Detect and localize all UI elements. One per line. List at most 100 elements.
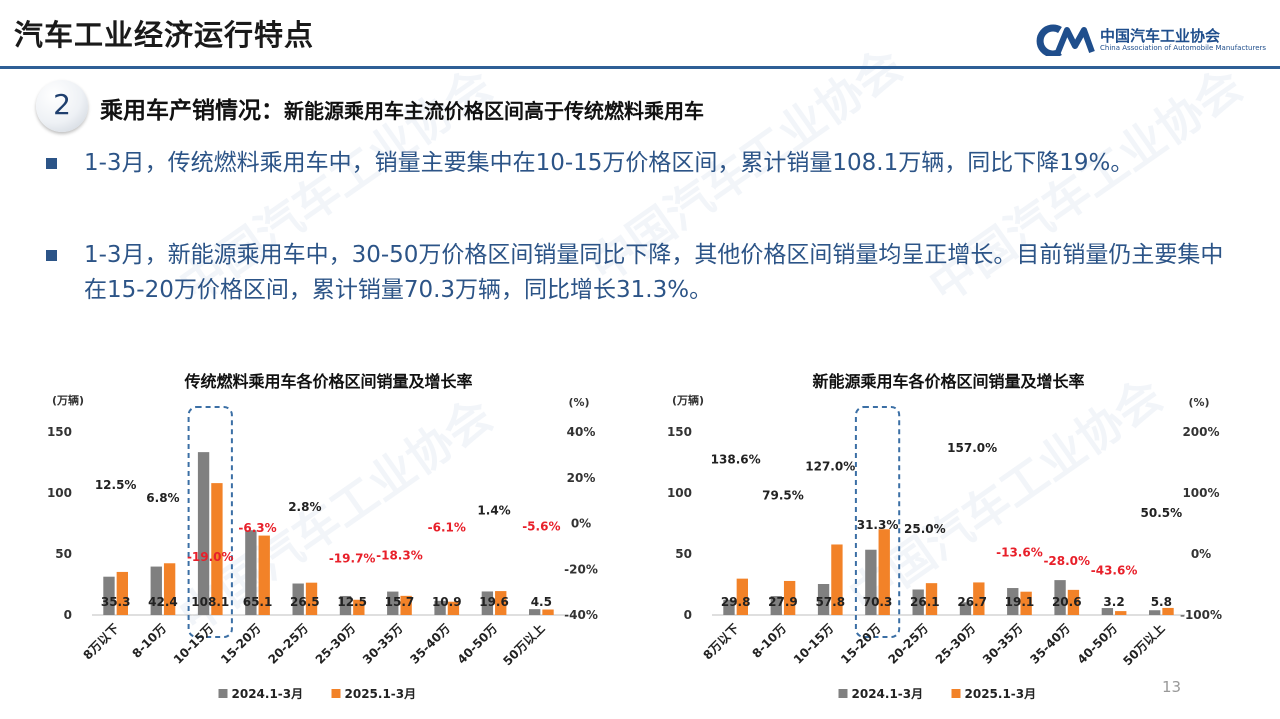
legend-swatch-2024 xyxy=(218,689,228,698)
bar-2025 xyxy=(400,595,412,615)
bar-2025 xyxy=(973,582,985,615)
bar-2024 xyxy=(817,584,830,615)
data-label: 26.5 xyxy=(290,595,320,609)
growth-label: -19.7% xyxy=(329,552,376,566)
x-tick-label: 10-15万 xyxy=(171,621,217,667)
bar-2024 xyxy=(387,591,399,615)
x-tick-label: 25-30万 xyxy=(313,621,359,667)
highlight-box xyxy=(187,406,233,638)
bar-2025 xyxy=(116,571,129,615)
x-tick-label: 35-40万 xyxy=(407,621,453,667)
y-tick-label: 0 xyxy=(64,608,72,622)
bar-2025 xyxy=(447,601,460,615)
growth-label: -13.6% xyxy=(996,545,1043,559)
bar-2024 xyxy=(1007,588,1019,615)
legend-label-2024: 2024.1-3月 xyxy=(852,687,924,701)
growth-label: 2.8% xyxy=(288,500,321,514)
bar-2025 xyxy=(783,580,796,615)
x-tick-label: 15-20万 xyxy=(218,621,264,667)
y-tick-label: 100 xyxy=(47,486,72,500)
bar-2024 xyxy=(1054,580,1066,615)
x-tick-label: 30-35万 xyxy=(360,621,406,667)
bar-2024 xyxy=(1148,610,1161,615)
legend-swatch-2025 xyxy=(951,689,961,698)
growth-label: 25.0% xyxy=(904,522,946,536)
section-subtitle: 新能源乘用车主流价格区间高于传统燃料乘用车 xyxy=(284,99,704,123)
bar-2024 xyxy=(434,600,446,615)
section-number: 2 xyxy=(53,88,71,121)
bar-2024 xyxy=(197,452,210,615)
section-title-main: 乘用车产销情况： xyxy=(100,98,284,124)
y2-axis-label: (%) xyxy=(1188,396,1209,409)
bar-2025 xyxy=(925,583,938,615)
data-label: 26.7 xyxy=(957,595,987,609)
legend-swatch-2025 xyxy=(331,689,341,698)
data-label: 35.3 xyxy=(101,595,131,609)
data-label: 27.9 xyxy=(768,595,798,609)
growth-label: -28.0% xyxy=(1043,554,1090,568)
y2-tick-label: 100% xyxy=(1182,486,1219,500)
x-tick-label: 8-10万 xyxy=(749,621,789,661)
data-label: 42.4 xyxy=(148,595,178,609)
bar-2025 xyxy=(831,544,843,615)
x-tick-label: 25-30万 xyxy=(933,621,979,667)
growth-label: 31.3% xyxy=(857,518,899,532)
data-label: 70.3 xyxy=(863,595,893,609)
bar-2025 xyxy=(736,578,749,615)
data-label: 108.1 xyxy=(191,595,229,609)
growth-label: -43.6% xyxy=(1091,564,1138,578)
data-label: 19.1 xyxy=(1005,595,1035,609)
bar-2024 xyxy=(103,576,115,615)
chart-svg: 传统燃料乘用车各价格区间销量及增长率 (万辆) (%) 0 50 100 150 -40% -2… xyxy=(47,372,598,701)
y2-tick-label: 200% xyxy=(1182,425,1219,439)
bar-2025 xyxy=(542,609,554,615)
growth-label: 79.5% xyxy=(762,489,804,503)
bullet-text: 1-3月，传统燃料乘用车中，销量主要集中在10-15万价格区间，累计销量108.… xyxy=(84,150,1134,176)
bar-2025 xyxy=(1020,591,1032,615)
data-label: 5.8 xyxy=(1151,595,1172,609)
data-label: 15.7 xyxy=(385,595,415,609)
growth-label: -6.1% xyxy=(428,520,466,534)
data-label: 65.1 xyxy=(243,595,273,609)
highlight-box xyxy=(854,406,901,638)
growth-label: 138.6% xyxy=(711,452,761,466)
x-tick-label: 50万以上 xyxy=(1120,621,1168,669)
growth-label: -18.3% xyxy=(376,548,423,562)
bar-2024 xyxy=(912,589,924,615)
caam-logo-icon xyxy=(1036,24,1095,56)
bullet-text: 1-3月，新能源乘用车中，30-50万价格区间销量同比下降，其他价格区间销量均呈… xyxy=(84,242,1224,303)
bar-2024 xyxy=(770,596,782,615)
bar-2025 xyxy=(495,591,507,615)
y2-tick-label: 20% xyxy=(567,471,596,485)
legend-label-2024: 2024.1-3月 xyxy=(232,687,304,701)
y2-tick-label: 40% xyxy=(567,425,596,439)
data-label: 20.6 xyxy=(1052,595,1082,609)
chart-svg: 新能源乘用车各价格区间销量及增长率 (万辆) (%) 0 50 100 150 -100% 0%… xyxy=(667,372,1222,701)
logo: 中国汽车工业协会 China Association of Automobile… xyxy=(1034,22,1274,60)
bar-2025 xyxy=(1162,607,1174,615)
data-label: 29.8 xyxy=(721,595,751,609)
data-label: 19.6 xyxy=(479,595,509,609)
bullet-square-icon xyxy=(46,250,57,261)
bar-2025 xyxy=(258,535,270,615)
y-tick-label: 100 xyxy=(667,486,692,500)
x-tick-label: 10-15万 xyxy=(791,621,837,667)
growth-label: 127.0% xyxy=(805,460,855,474)
data-label: 12.5 xyxy=(337,595,367,609)
y-tick-label: 50 xyxy=(675,547,692,561)
bar-2024 xyxy=(959,602,972,615)
y-axis-label: (万辆) xyxy=(672,393,704,407)
bar-2025 xyxy=(1067,589,1080,615)
bar-2024 xyxy=(150,566,162,615)
legend-swatch-2024 xyxy=(838,689,848,698)
bar-2024 xyxy=(865,549,877,615)
page-title: 汽车工业经济运行特点 xyxy=(14,18,315,52)
bar-2024 xyxy=(245,530,257,615)
legend-label-2025: 2025.1-3月 xyxy=(965,687,1037,701)
header-rule xyxy=(0,66,1280,69)
growth-label: -6.3% xyxy=(238,521,276,535)
growth-label: 6.8% xyxy=(146,491,179,505)
x-tick-label: 20-25万 xyxy=(265,621,311,667)
bar-2025 xyxy=(878,529,890,615)
y2-tick-label: -20% xyxy=(564,562,598,576)
